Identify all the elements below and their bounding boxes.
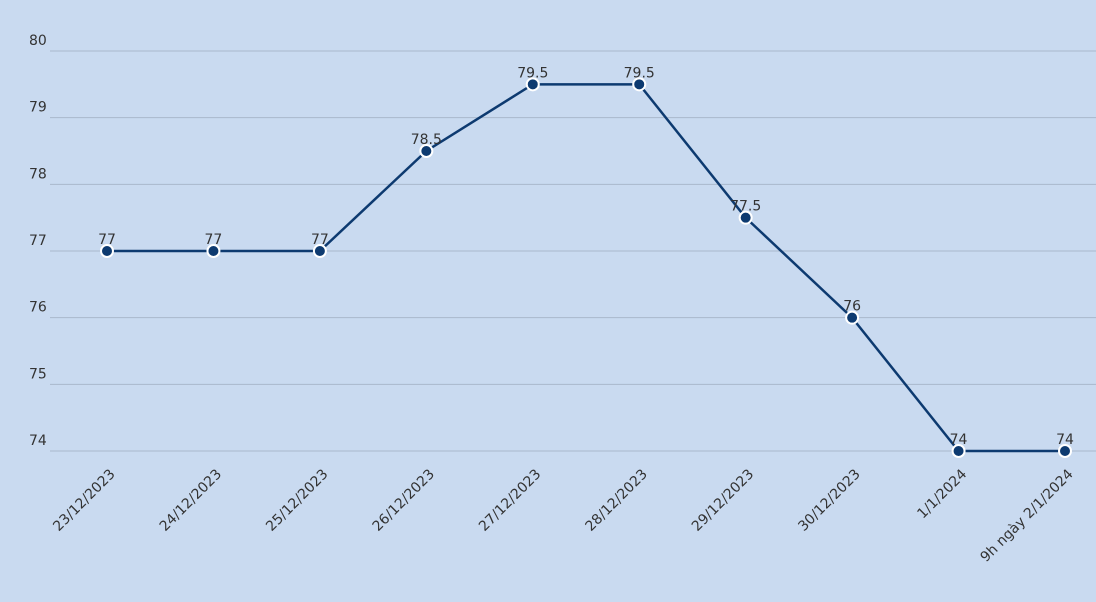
x-tick-label: 1/1/2024: [914, 466, 970, 522]
x-tick-label: 24/12/2023: [157, 466, 225, 534]
x-tick-label: 29/12/2023: [689, 466, 757, 534]
x-tick-label: 26/12/2023: [370, 466, 438, 534]
point: [419, 144, 434, 158]
x-tick-label: 9h ngày 2/1/2024: [978, 466, 1077, 565]
x-tick-label: 23/12/2023: [50, 466, 118, 534]
x-tick-label: 30/12/2023: [795, 466, 863, 534]
point: [632, 77, 647, 92]
y-tick-label: 80: [29, 33, 47, 49]
point: [951, 444, 966, 458]
point: [312, 244, 327, 258]
data-label: 78.5: [411, 132, 442, 148]
y-tick-label: 75: [29, 366, 47, 382]
point: [206, 244, 221, 258]
data-label: 77: [98, 232, 116, 248]
y-tick-label: 74: [29, 433, 47, 449]
x-tick-label: 28/12/2023: [582, 466, 650, 534]
data-label: 79.5: [624, 65, 655, 81]
data-label: 79.5: [517, 65, 548, 81]
data-label: 74: [950, 432, 968, 448]
y-tick-label: 79: [29, 100, 47, 116]
y-tick-label: 78: [29, 166, 47, 182]
data-label: 77: [311, 232, 329, 248]
point: [738, 210, 753, 225]
data-label: 74: [1056, 432, 1074, 448]
data-label: 77.5: [730, 199, 761, 215]
point: [1058, 444, 1072, 458]
data-label: 77: [205, 232, 223, 248]
point: [845, 310, 860, 325]
x-tick-label: 27/12/2023: [476, 466, 544, 534]
data-label: 76: [843, 299, 861, 315]
x-tick-label: 25/12/2023: [263, 466, 331, 534]
line: [107, 83, 1065, 453]
y-tick-label: 76: [29, 300, 47, 316]
point: [100, 244, 114, 258]
point: [525, 77, 540, 92]
y-tick-label: 77: [29, 233, 47, 249]
